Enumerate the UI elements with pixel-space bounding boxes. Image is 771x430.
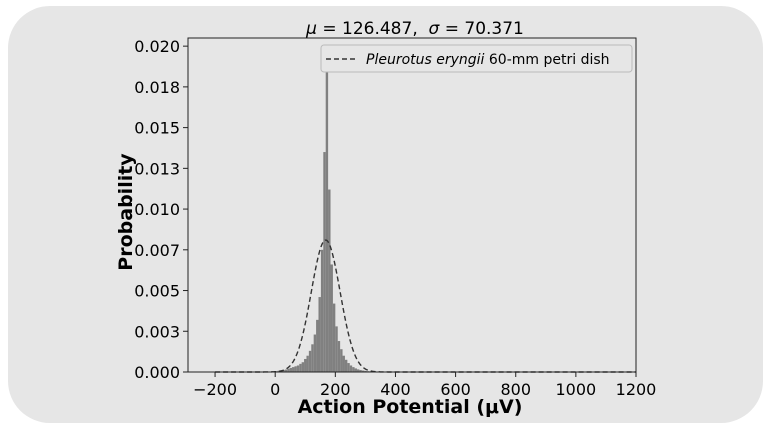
histogram-bar — [349, 365, 353, 372]
histogram-bar — [311, 344, 314, 372]
chart-title: μ = 126.487, σ = 70.371 — [305, 19, 524, 39]
histogram-bar — [352, 367, 355, 372]
histogram-bar — [340, 349, 343, 372]
histogram-bar — [287, 368, 290, 372]
legend-label: Pleurotus eryngii 60-mm petri dish — [366, 52, 610, 68]
sigma-equals: = — [439, 19, 464, 39]
histogram-bar — [306, 355, 309, 372]
y-tick-label: 0.013 — [134, 159, 180, 178]
title-separator: , — [412, 19, 428, 39]
histogram-bar — [292, 367, 295, 372]
histogram-bar — [296, 365, 300, 372]
histogram-bar — [361, 370, 365, 372]
y-axis-ticks: 0.000 0.003 0.005 0.007 0.010 0.013 0.015 0.018… — [134, 37, 188, 382]
histogram-bar — [323, 152, 326, 372]
histogram-bar — [277, 370, 281, 372]
histogram-bars — [275, 65, 377, 372]
histogram-bar — [325, 65, 329, 372]
sigma-symbol: σ — [429, 19, 441, 39]
histogram-bar — [299, 363, 302, 372]
histogram-bar — [335, 326, 338, 372]
x-tick-label: 200 — [320, 380, 351, 399]
histogram-bar — [354, 368, 357, 372]
histogram-bar — [284, 369, 288, 372]
histogram-bar — [318, 297, 321, 372]
legend-species: Pleurotus eryngii — [366, 52, 485, 68]
histogram-bar — [282, 370, 285, 372]
y-tick-label: 0.018 — [134, 78, 180, 97]
chart-card: −200 0 200 400 600 800 1000 1200 0.000 0.003 0.00… — [8, 6, 763, 423]
legend-description: 60-mm petri dish — [484, 52, 609, 68]
y-axis-title: Probability — [115, 153, 137, 271]
histogram-bar — [330, 264, 333, 372]
y-tick-label: 0.010 — [134, 200, 180, 219]
histogram-bar — [320, 249, 324, 372]
mu-equals: = — [317, 19, 342, 39]
y-tick-label: 0.015 — [134, 119, 180, 138]
legend: Pleurotus eryngii 60-mm petri dish — [320, 44, 633, 73]
mu-value: 126.487 — [342, 19, 412, 39]
histogram-bar — [328, 189, 331, 372]
histogram-bar — [294, 366, 297, 372]
x-axis-ticks: −200 0 200 400 600 800 1000 1200 — [193, 372, 656, 399]
histogram-bar — [337, 341, 341, 372]
x-tick-label: 400 — [380, 380, 411, 399]
fit-curve-line — [215, 239, 636, 373]
y-tick-label: 0.000 — [134, 363, 180, 382]
legend-box — [320, 44, 633, 73]
plot-frame — [187, 37, 637, 373]
histogram-bar — [308, 350, 312, 372]
histogram-bar — [301, 362, 305, 372]
histogram-bar — [332, 303, 336, 372]
histogram-bar — [342, 355, 345, 372]
x-tick-label: 600 — [440, 380, 471, 399]
histogram-bar — [364, 370, 367, 372]
y-tick-label: 0.020 — [134, 37, 180, 56]
histogram-bar — [344, 359, 348, 372]
sigma-value: 70.371 — [464, 19, 523, 39]
histogram-bar — [313, 334, 317, 372]
histogram-bar — [359, 370, 362, 372]
histogram-chart: −200 0 200 400 600 800 1000 1200 0.0000.0030.00… — [115, 19, 656, 418]
x-tick-label: 1000 — [556, 380, 597, 399]
x-tick-label: 1200 — [616, 380, 657, 399]
x-tick-label: 0 — [270, 380, 280, 399]
histogram-bar — [304, 358, 307, 372]
mu-symbol: μ — [305, 19, 317, 39]
x-axis-title: Action Potential (μV) — [298, 396, 523, 418]
histogram-bar — [347, 363, 350, 372]
y-tick-label: 0.005 — [134, 282, 180, 301]
histogram-bar — [356, 369, 360, 372]
histogram-bar — [289, 367, 293, 372]
y-tick-label: 0.007 — [134, 241, 180, 260]
x-tick-label: −200 — [193, 380, 237, 399]
y-tick-label: 0.003 — [134, 322, 180, 341]
x-tick-label: 800 — [500, 380, 531, 399]
histogram-bar — [316, 319, 319, 372]
